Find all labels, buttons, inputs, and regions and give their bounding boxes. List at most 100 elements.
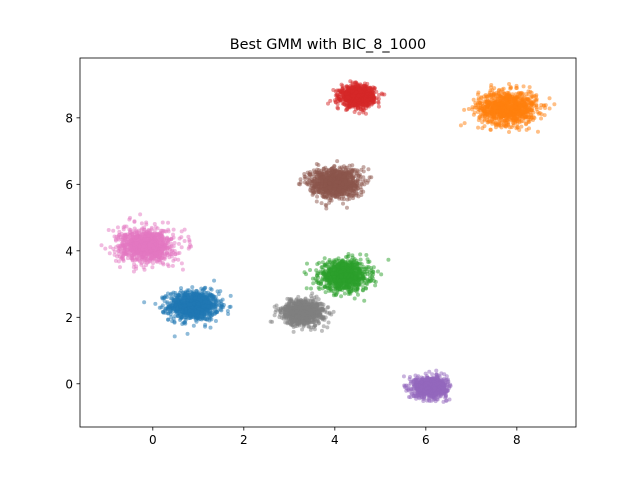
- data-point: [382, 92, 387, 97]
- data-point: [499, 97, 504, 102]
- data-point: [172, 319, 177, 324]
- data-point: [508, 103, 513, 108]
- data-point: [520, 109, 525, 114]
- data-point: [358, 257, 363, 262]
- data-point: [169, 315, 174, 320]
- data-point: [361, 288, 366, 293]
- data-point: [482, 108, 487, 113]
- data-point: [424, 390, 429, 395]
- data-point: [367, 93, 372, 98]
- data-point: [228, 293, 233, 298]
- data-point: [371, 272, 376, 277]
- data-point: [213, 298, 218, 303]
- data-point: [530, 108, 535, 113]
- data-point: [430, 372, 435, 377]
- data-point: [345, 106, 350, 111]
- data-point: [508, 84, 513, 89]
- data-point: [225, 309, 230, 314]
- data-point: [358, 266, 363, 271]
- data-point: [220, 304, 225, 309]
- data-point: [356, 93, 361, 98]
- data-point: [507, 129, 512, 134]
- data-point: [340, 83, 345, 88]
- data-point: [351, 93, 356, 98]
- data-point: [212, 278, 217, 283]
- data-point: [411, 393, 416, 398]
- data-point: [442, 376, 447, 381]
- data-point: [547, 106, 552, 111]
- data-point: [327, 257, 332, 262]
- data-point: [304, 286, 309, 291]
- data-point: [219, 308, 224, 313]
- data-point: [333, 100, 338, 105]
- data-point: [320, 271, 325, 276]
- data-point: [324, 278, 329, 283]
- data-point: [416, 374, 421, 379]
- data-point: [489, 83, 494, 88]
- data-point: [462, 121, 467, 126]
- data-point: [539, 112, 544, 117]
- data-point: [516, 112, 521, 117]
- data-point: [314, 268, 319, 273]
- data-point: [175, 307, 180, 311]
- data-point: [315, 273, 320, 278]
- data-point: [513, 92, 518, 97]
- data-point: [375, 269, 380, 274]
- data-point: [491, 91, 496, 96]
- data-point: [476, 90, 481, 95]
- data-point: [483, 92, 488, 97]
- data-point: [352, 279, 357, 284]
- data-point: [337, 278, 342, 283]
- data-point: [349, 85, 354, 90]
- data-point: [552, 102, 557, 107]
- data-point: [524, 127, 529, 132]
- data-point: [364, 253, 369, 258]
- data-point: [497, 108, 502, 113]
- data-point: [176, 293, 181, 298]
- data-point: [182, 313, 187, 318]
- data-point: [471, 97, 476, 102]
- data-point: [209, 317, 214, 322]
- data-point: [166, 311, 171, 316]
- data-point: [171, 299, 176, 304]
- data-point: [362, 298, 367, 303]
- data-point: [482, 118, 487, 123]
- data-point: [341, 278, 346, 283]
- data-point: [358, 252, 363, 257]
- cluster-0: [142, 278, 233, 339]
- data-point: [360, 108, 365, 113]
- data-point: [352, 296, 357, 301]
- data-point: [500, 118, 505, 123]
- data-point: [206, 304, 211, 309]
- data-point: [476, 118, 481, 123]
- chart-title: Best GMM with BIC_8_1000: [230, 37, 426, 53]
- data-point: [183, 303, 188, 308]
- data-point: [326, 101, 331, 106]
- data-point: [331, 88, 336, 93]
- data-point: [328, 281, 333, 286]
- data-point: [492, 86, 497, 91]
- data-point: [208, 325, 213, 330]
- data-point: [543, 103, 548, 108]
- data-point: [196, 301, 201, 306]
- data-point: [386, 257, 391, 262]
- scatter-points: [99, 79, 557, 404]
- data-point: [547, 96, 552, 101]
- data-point: [310, 276, 315, 281]
- data-point: [153, 301, 158, 306]
- data-point: [200, 296, 205, 301]
- data-point: [308, 286, 313, 291]
- data-point: [215, 310, 220, 315]
- cluster-1: [458, 81, 557, 134]
- data-point: [219, 301, 224, 306]
- data-point: [466, 107, 471, 111]
- data-point: [226, 311, 231, 316]
- data-point: [529, 115, 534, 120]
- data-point: [504, 108, 509, 113]
- data-point: [379, 272, 384, 277]
- data-point: [493, 120, 498, 125]
- data-point: [517, 120, 522, 125]
- data-point: [173, 303, 178, 308]
- data-point: [488, 107, 493, 112]
- data-point: [176, 311, 181, 316]
